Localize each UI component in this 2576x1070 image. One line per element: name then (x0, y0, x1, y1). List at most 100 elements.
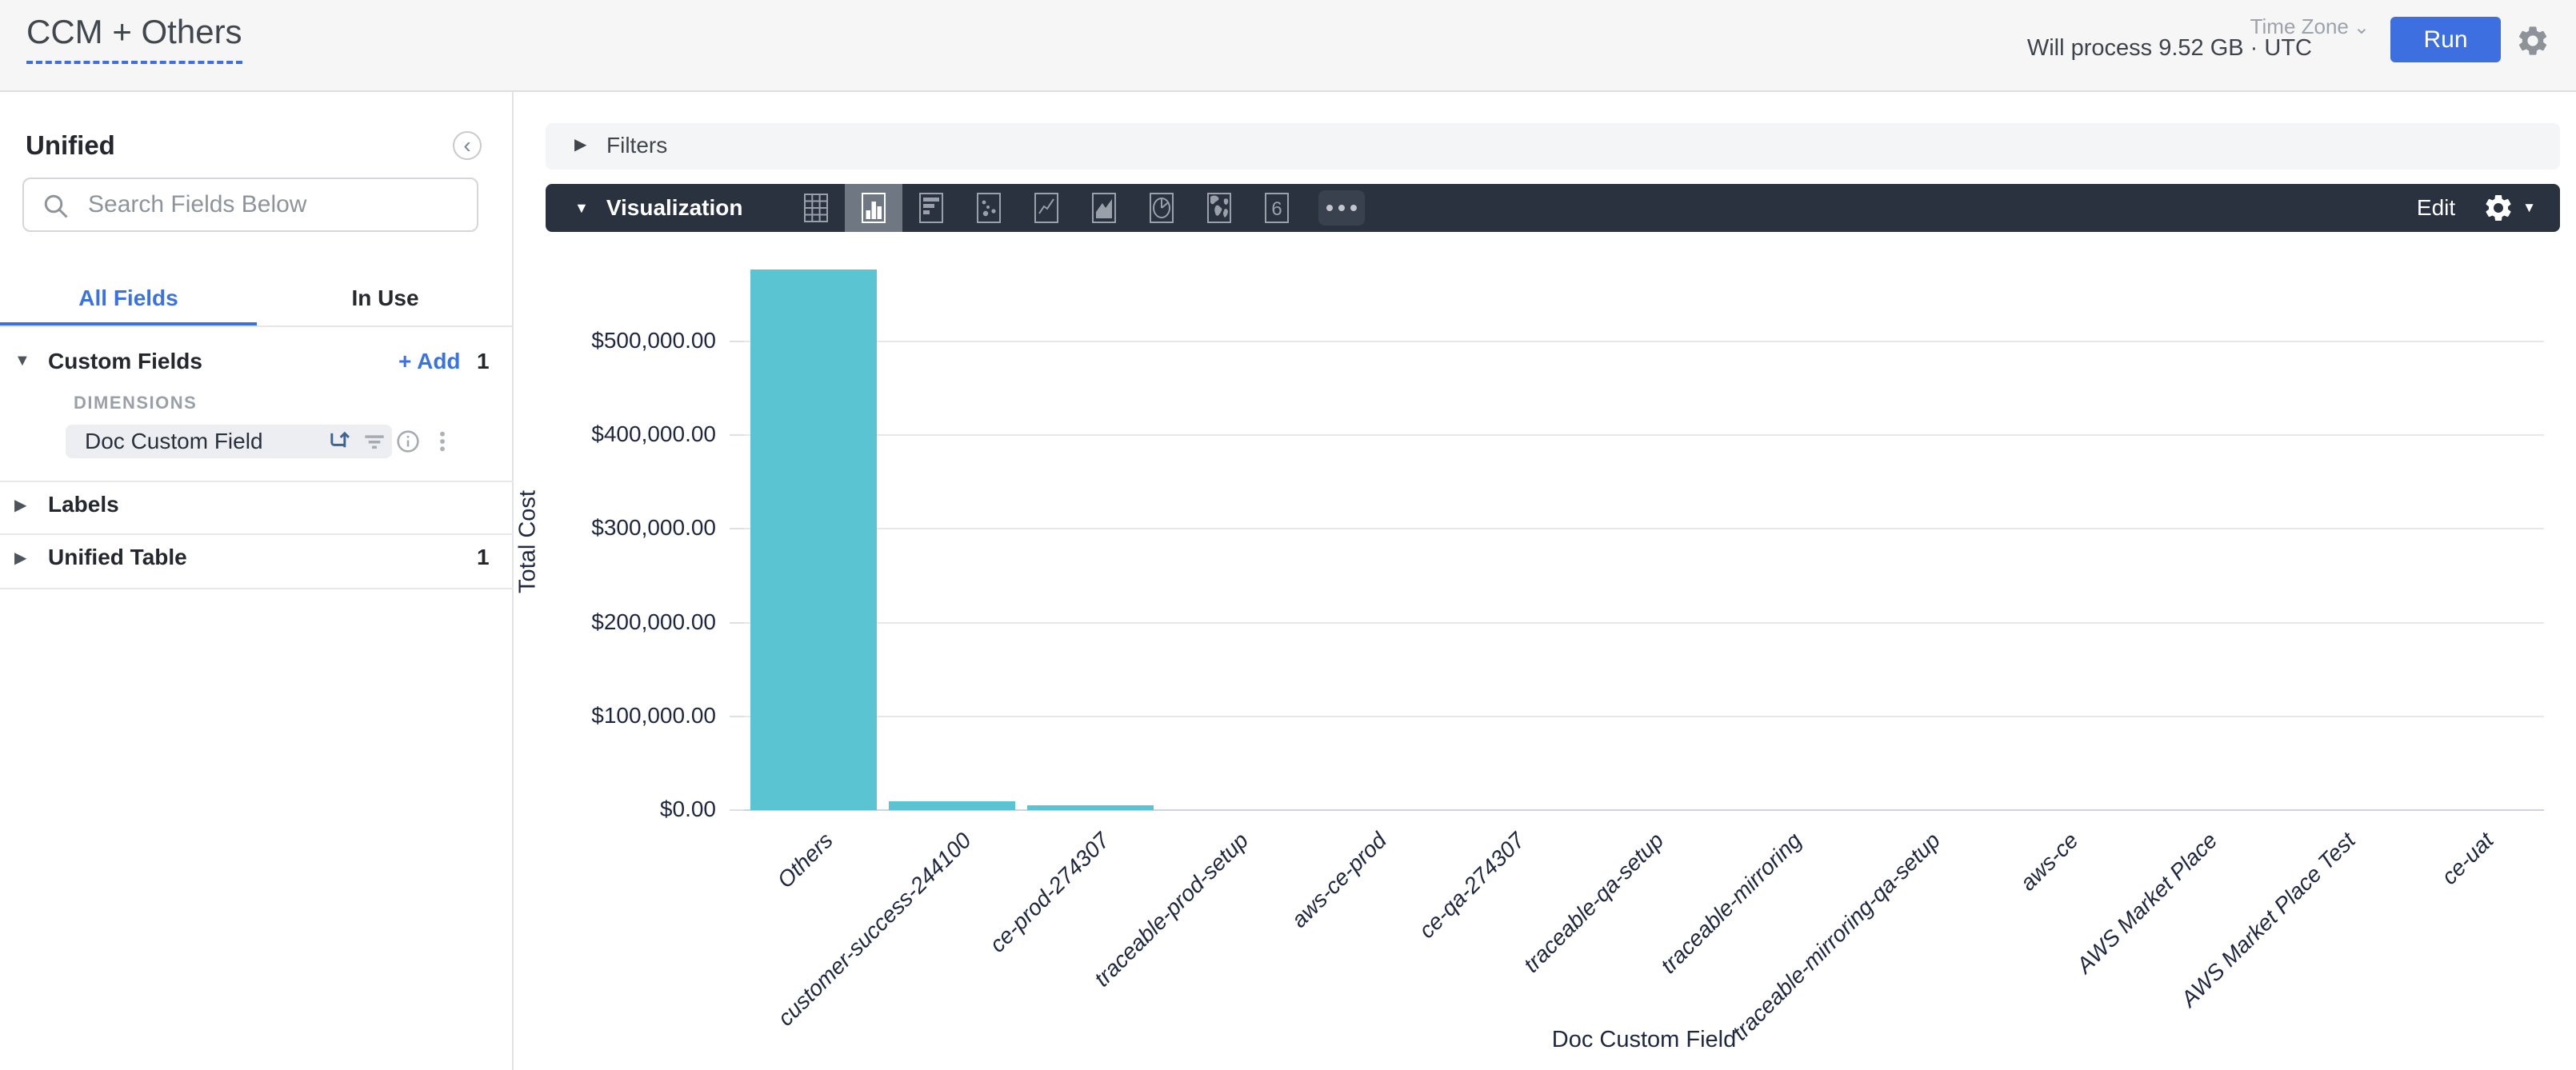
y-gridline (744, 528, 2544, 529)
single-value-icon: 6 (1265, 193, 1290, 223)
column-chart-icon (862, 193, 886, 223)
chevron-expanded-icon[interactable]: ▼ (574, 199, 589, 216)
search-icon (44, 194, 68, 218)
collapse-sidebar-button[interactable]: ‹ (453, 131, 482, 160)
scatter-chart-icon (977, 193, 1002, 223)
filters-section[interactable]: ▶ Filters (546, 123, 2560, 170)
y-axis-tick (730, 434, 744, 436)
run-button[interactable]: Run (2390, 17, 2501, 62)
top-header: CCM + Others Time Zone ⌄ Will process 9.5… (0, 0, 2576, 92)
visualization-toolbar: ▼ Visualization (546, 184, 2560, 232)
dimensions-group-label: DIMENSIONS (74, 393, 198, 413)
area-chart-icon (1092, 193, 1117, 223)
section-unified-table[interactable]: ▶ Unified Table 1 (0, 535, 514, 586)
search-input[interactable] (88, 181, 464, 229)
section-custom-fields[interactable]: ▼ Custom Fields + Add 1 (0, 345, 514, 381)
edit-button[interactable]: Edit (2416, 195, 2456, 220)
dot (1338, 205, 1346, 211)
divider (0, 533, 514, 535)
x-axis-category-label: ce-uat (2436, 828, 2498, 889)
chart-bar[interactable] (889, 801, 1015, 810)
chevron-collapsed-icon[interactable]: ▶ (14, 549, 27, 567)
x-axis-category-label: ce-qa-274307 (1414, 828, 1530, 944)
filters-label: Filters (606, 133, 668, 158)
viz-type-area-button[interactable] (1075, 184, 1133, 232)
chevron-collapsed-icon[interactable]: ▶ (14, 497, 27, 514)
section-labels[interactable]: ▶ Labels (0, 482, 514, 533)
field-doc-custom-field[interactable]: Doc Custom Field (66, 425, 392, 458)
viz-toolbar-right: Edit ▼ (2417, 192, 2560, 224)
x-axis-category-label: traceable-prod-setup (1089, 828, 1253, 992)
field-search-box (22, 178, 478, 232)
pivot-icon[interactable] (327, 429, 353, 454)
viz-type-column-button[interactable] (845, 184, 903, 232)
x-axis-category-label: aws-ce (2015, 828, 2083, 896)
kebab-menu-icon[interactable] (431, 429, 454, 454)
info-icon[interactable] (395, 429, 421, 454)
viz-type-switcher: 6 (787, 184, 1306, 232)
chevron-down-icon[interactable]: ▼ (2522, 200, 2536, 215)
y-axis-tick (730, 341, 744, 342)
y-axis-tick-label: $400,000.00 (591, 421, 716, 446)
y-axis-tick (730, 809, 744, 811)
chart-bar[interactable] (1027, 805, 1154, 810)
chevron-down-icon: ⌄ (2353, 17, 2370, 38)
tab-all-fields[interactable]: All Fields (78, 285, 178, 310)
page-title[interactable]: CCM + Others (26, 13, 242, 64)
time-zone-selector[interactable]: Time Zone ⌄ (2250, 14, 2370, 39)
y-axis-tick-label: $100,000.00 (591, 703, 716, 728)
section-count: 1 (477, 545, 490, 569)
y-gridline (744, 434, 2544, 436)
settings-gear-icon[interactable] (2515, 23, 2550, 58)
x-axis-category-label: ce-prod-274307 (985, 828, 1114, 957)
active-tab-underline (0, 322, 257, 327)
pie-chart-icon (1150, 193, 1174, 223)
chevron-expanded-icon[interactable]: ▼ (14, 352, 30, 369)
x-axis-line (744, 809, 2544, 811)
y-axis-tick-label: $200,000.00 (591, 609, 716, 634)
y-axis-tick-label: $300,000.00 (591, 515, 716, 540)
bar-chart-icon (919, 193, 944, 223)
add-custom-field-button[interactable]: + Add (398, 349, 461, 373)
section-label: Labels (48, 492, 119, 517)
divider (0, 588, 514, 589)
table-chart-icon (804, 194, 829, 222)
viz-type-scatter-button[interactable] (960, 184, 1018, 232)
viz-type-pie-button[interactable] (1133, 184, 1190, 232)
visualization-label: Visualization (606, 195, 743, 220)
field-name: Doc Custom Field (85, 429, 263, 453)
y-axis-tick (730, 528, 744, 529)
more-viz-types-button[interactable] (1318, 190, 1366, 226)
line-chart-icon (1034, 193, 1059, 223)
viz-settings-gear-icon[interactable] (2482, 192, 2514, 224)
column-chart: Total Cost Doc Custom Field $0.00 $100,00… (514, 240, 2576, 1070)
tab-in-use[interactable]: In Use (351, 285, 419, 310)
chart-bar[interactable] (750, 269, 877, 810)
y-axis-tick (730, 716, 744, 717)
y-gridline (744, 341, 2544, 342)
viz-type-bar-button[interactable] (902, 184, 960, 232)
x-axis-category-label: Others (772, 828, 838, 893)
tab-divider (0, 325, 514, 327)
field-picker-sidebar: Unified ‹ All Fields In Use ▼ Custom Fie… (0, 92, 514, 1070)
svg-text:6: 6 (1272, 198, 1282, 220)
y-gridline (744, 716, 2544, 717)
section-label: Custom Fields (48, 349, 202, 373)
chevron-collapsed-icon[interactable]: ▶ (574, 136, 587, 154)
y-axis-tick-label: $500,000.00 (591, 328, 716, 353)
x-axis-category-label: AWS Market Place (2071, 828, 2222, 978)
filter-icon[interactable] (362, 429, 387, 454)
viz-type-line-button[interactable] (1018, 184, 1075, 232)
viz-type-map-button[interactable] (1190, 184, 1248, 232)
x-axis-title: Doc Custom Field (1551, 1027, 1737, 1052)
section-label: Unified Table (48, 545, 187, 569)
x-axis-category-label: aws-ce-prod (1286, 828, 1391, 932)
explore-name: Unified (26, 130, 115, 160)
y-axis-tick-label: $0.00 (659, 797, 716, 821)
section-count: 1 (477, 349, 490, 373)
dot (1326, 205, 1334, 211)
dot (1350, 205, 1358, 211)
y-axis-tick (730, 622, 744, 624)
viz-type-table-button[interactable] (787, 184, 845, 232)
viz-type-single-value-button[interactable]: 6 (1248, 184, 1306, 232)
